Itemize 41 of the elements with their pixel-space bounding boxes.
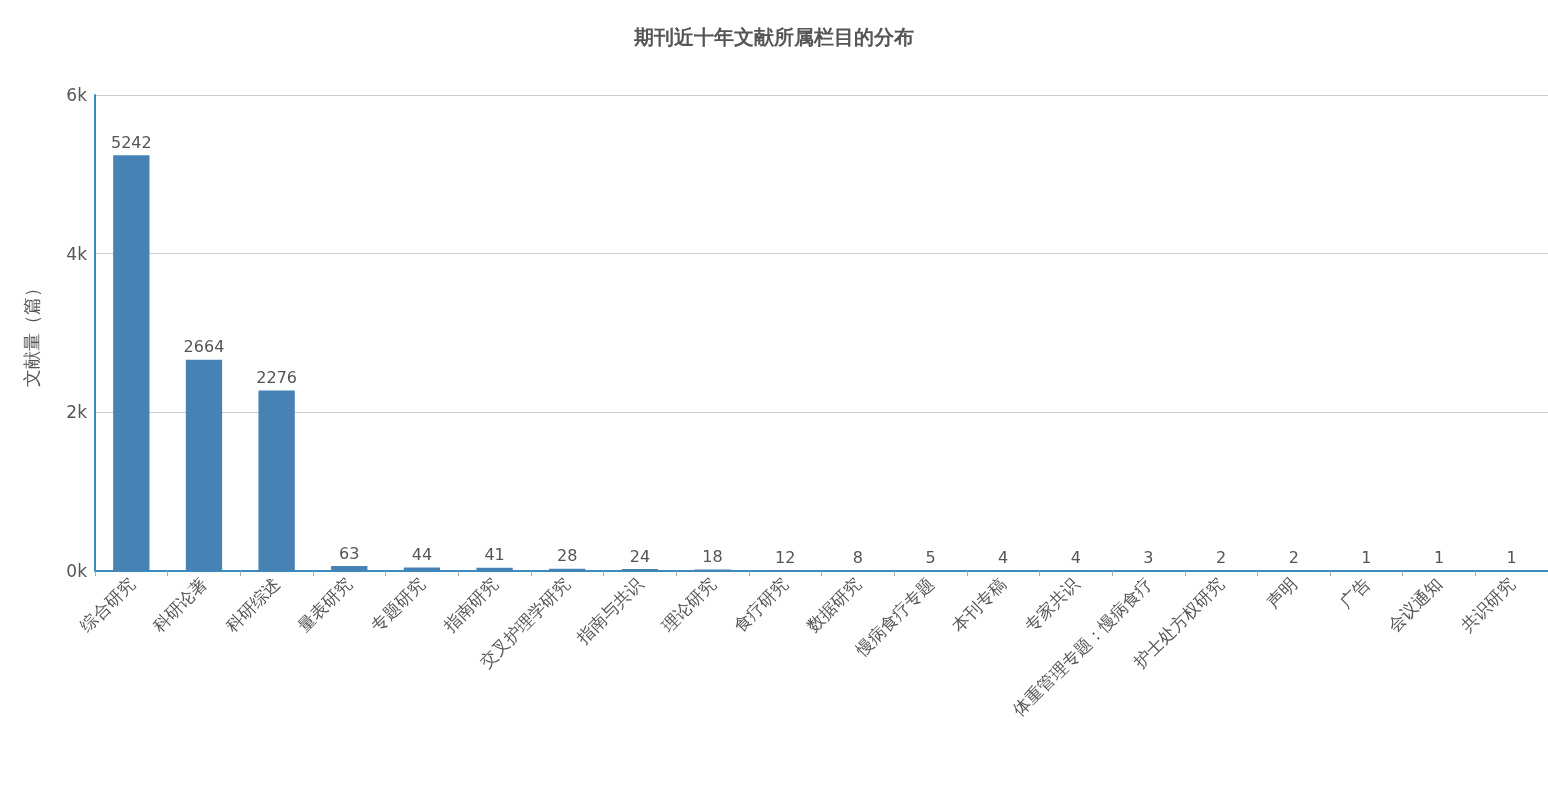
x-tick-label: 指南研究	[438, 573, 502, 637]
x-tick-label: 专题研究	[366, 573, 429, 637]
x-tick-label: 本刊专稿	[947, 573, 1011, 637]
x-tick-label: 理论研究	[657, 573, 720, 637]
x-tick-label: 指南与共识	[571, 573, 647, 649]
y-tick-label: 0k	[66, 561, 88, 581]
data-label: 63	[339, 543, 360, 563]
data-label: 1	[1433, 548, 1445, 568]
x-tick-label: 科研综述	[221, 573, 284, 637]
data-label: 8	[852, 547, 863, 567]
data-label: 2664	[183, 337, 225, 357]
data-label: 5	[925, 548, 936, 568]
x-tick-label: 会议通知	[1383, 573, 1447, 637]
x-tick-label: 科研论著	[148, 573, 212, 637]
y-tick-label: 6k	[66, 85, 88, 105]
x-tick-label: 量表研究	[294, 573, 357, 637]
data-label: 2	[1215, 548, 1227, 568]
x-tick-label: 专家共识	[1020, 573, 1083, 637]
data-label: 3	[1143, 548, 1154, 568]
data-label: 4	[998, 548, 1009, 568]
data-label: 12	[775, 547, 796, 567]
x-tick-label: 广告	[1335, 573, 1374, 613]
y-tick-label: 2k	[66, 402, 88, 423]
y-tick-label: 4k	[66, 243, 88, 264]
y-axis-title: 文献量（篇）	[20, 279, 42, 387]
x-tick-label: 食疗研究	[730, 573, 793, 637]
chart-title: 期刊近十年文献所属栏目的分布	[633, 25, 914, 49]
x-tick-label: 声明	[1262, 573, 1301, 613]
data-label: 4	[1070, 548, 1081, 568]
data-label: 1	[1361, 548, 1372, 568]
data-label: 1	[1506, 548, 1517, 568]
x-tick-label: 共识研究	[1456, 573, 1519, 637]
data-label: 18	[702, 547, 723, 567]
data-label: 41	[484, 545, 505, 565]
data-label: 5242	[110, 132, 152, 152]
data-label: 44	[411, 545, 433, 565]
data-label: 24	[629, 546, 651, 566]
data-label: 2	[1288, 548, 1299, 568]
data-label: 28	[557, 546, 578, 566]
x-tick-label: 数据研究	[802, 573, 865, 637]
data-label: 2276	[256, 367, 297, 387]
